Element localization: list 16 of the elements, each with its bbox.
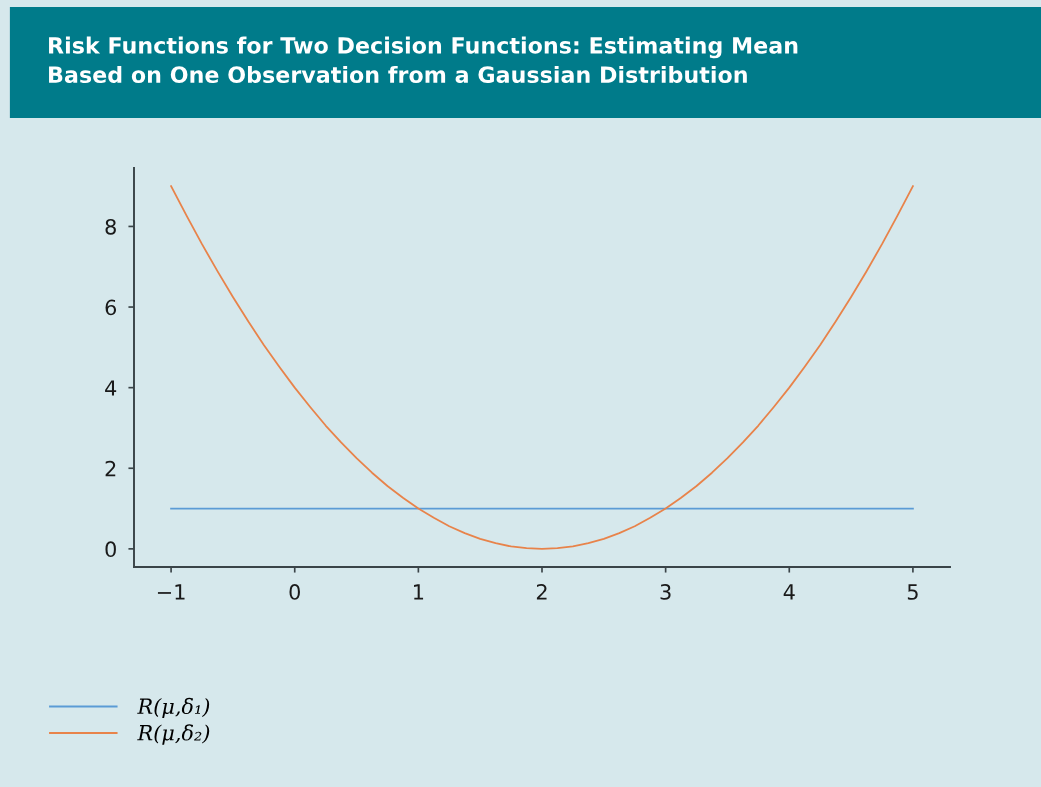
x-tick-label: 0 xyxy=(289,584,300,600)
y-tick-label: 4 xyxy=(105,380,117,396)
x-tick-label: 5 xyxy=(907,584,918,600)
y-tick-label: 0 xyxy=(105,541,116,558)
legend-label: R(μ,δ₂) xyxy=(137,724,210,745)
x-tick-label: 1 xyxy=(414,584,424,600)
y-tick-label: 2 xyxy=(105,460,116,477)
x-tick-label: −1 xyxy=(157,584,185,600)
x-tick-label: 2 xyxy=(536,584,547,600)
y-tick-label: 6 xyxy=(105,299,117,316)
x-tick-label: 3 xyxy=(660,584,671,600)
y-tick-label: 8 xyxy=(105,218,116,235)
chart-title: Risk Functions for Two Decision Functions: Estimating Mean Based on One Observation from a Gaussian Distribution xyxy=(49,36,798,84)
legend-label: R(μ,δ₁) xyxy=(137,697,210,719)
line-series xyxy=(170,185,914,550)
x-tick-label: 4 xyxy=(783,584,795,600)
